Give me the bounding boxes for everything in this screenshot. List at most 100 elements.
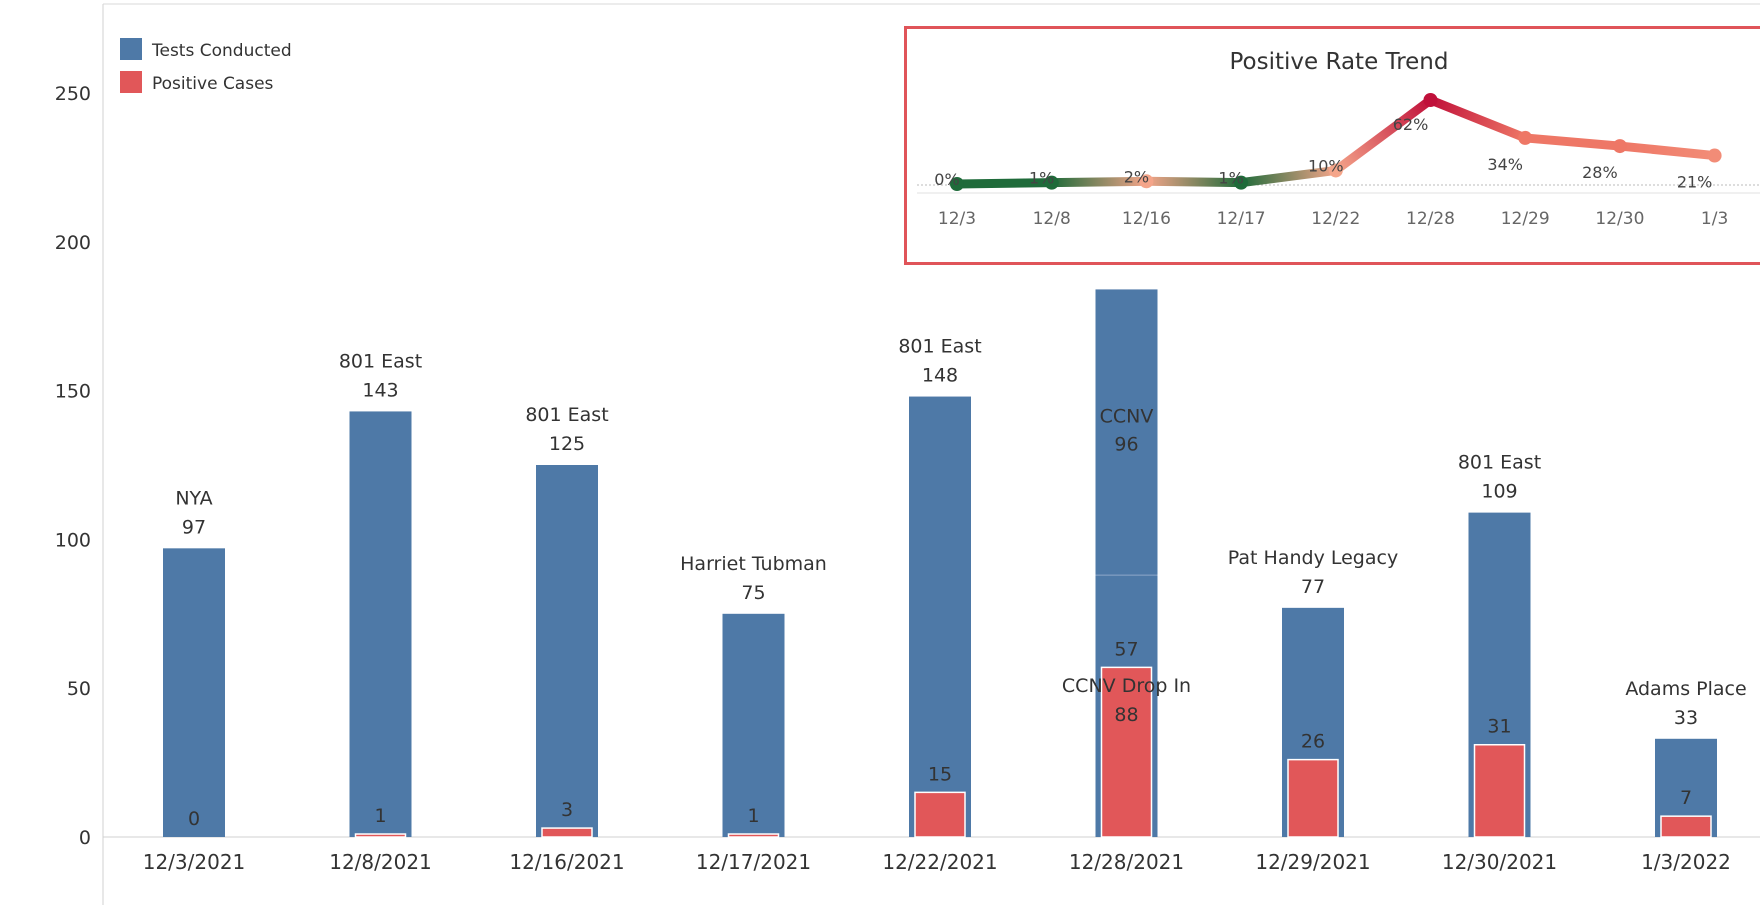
inset-x-tick-label: 12/16	[1122, 209, 1171, 229]
bars: NYA 97 0 801 East 143 1 801 East 125 3 Harriet Tu…	[163, 289, 1747, 838]
line-segment	[952, 178, 1057, 189]
line-segment	[1331, 95, 1435, 175]
bar-total-label: 75	[741, 582, 765, 604]
bar-site-label: Adams Place	[1625, 678, 1746, 700]
tests-bar	[909, 396, 971, 837]
inset-x-tick-label: 12/29	[1501, 209, 1550, 229]
legend-label-tests: Tests Conducted	[151, 41, 292, 61]
line-point	[1044, 175, 1059, 190]
line-point	[1423, 93, 1438, 107]
inset-x-tick-label: 12/22	[1311, 209, 1360, 229]
segment-name-label: CCNV Drop In	[1062, 675, 1191, 697]
bar-site-label: NYA	[175, 487, 212, 509]
point-value-label: 21%	[1677, 173, 1713, 192]
positive-value-label: 7	[1680, 787, 1692, 809]
x-tick-label: 12/28/2021	[1069, 850, 1184, 874]
line-point	[1707, 148, 1722, 163]
point-value-label: 1%	[1029, 169, 1054, 188]
inset-x-tick-label: 12/3	[938, 209, 976, 229]
bar-site-label: 801 East	[1458, 452, 1541, 474]
bar-total-label: 148	[922, 365, 958, 387]
positive-bar	[1660, 815, 1712, 838]
inset-x-tick-label: 12/30	[1595, 209, 1644, 229]
x-tick-label: 12/22/2021	[882, 850, 997, 874]
positive-bar	[354, 833, 407, 838]
positive-bar	[1473, 743, 1526, 838]
x-tick-label: 12/8/2021	[329, 850, 432, 874]
positive-value-label: 3	[561, 799, 573, 821]
inset-x-tick-label: 12/28	[1406, 209, 1455, 229]
inset-title: Positive Rate Trend	[1230, 49, 1449, 75]
tests-bar-segment	[1095, 289, 1158, 576]
line-point	[1612, 139, 1627, 154]
segment-value-label: 88	[1114, 704, 1138, 726]
tests-bar	[722, 613, 785, 837]
point-value-label: 10%	[1308, 156, 1344, 175]
inset-x-tick-label: 12/17	[1217, 209, 1266, 229]
bar-site-label: 801 East	[898, 336, 981, 358]
tests-bar	[163, 548, 225, 837]
y-tick-label: 0	[79, 827, 91, 849]
bar-total-label: 97	[182, 516, 206, 538]
bar-site-label: 801 East	[339, 350, 422, 372]
x-axis-ticks: 12/3/2021 12/8/2021 12/16/2021 12/17/2021 12…	[143, 850, 1731, 874]
segment-name-label: CCNV	[1100, 405, 1154, 427]
tests-bar	[349, 411, 412, 837]
positive-rate-line-chart: Positive Rate Trend 0% 1% 2% 1% 10% 62% 34% 28%…	[917, 49, 1760, 229]
line-point	[1139, 174, 1154, 189]
line-segment	[1236, 165, 1341, 188]
positive-value-label: 15	[928, 763, 952, 785]
line-segment	[1615, 141, 1720, 161]
y-tick-label: 200	[55, 232, 91, 254]
line-point	[1234, 175, 1249, 190]
line-point	[950, 177, 964, 191]
positive-value-label: 1	[747, 805, 759, 827]
bar-total-label: 109	[1481, 481, 1517, 503]
inset-line-series	[952, 95, 1720, 189]
y-tick-label: 100	[55, 529, 91, 551]
bar-total-label: 77	[1301, 576, 1325, 598]
line-point	[1518, 130, 1533, 145]
positive-value-label: 26	[1301, 731, 1325, 753]
legend-swatch-tests	[120, 38, 142, 60]
legend-swatch-positive	[120, 71, 142, 93]
inset-x-tick-label: 12/8	[1033, 209, 1071, 229]
segment-value-label: 96	[1114, 433, 1138, 455]
inset-x-ticks: 12/3 12/8 12/16 12/17 12/22 12/28 12/29 12/30 1/…	[938, 209, 1728, 229]
positive-bar	[914, 791, 966, 838]
positive-bar	[727, 833, 780, 838]
line-segment	[1141, 176, 1246, 188]
point-value-label: 28%	[1582, 163, 1618, 182]
x-tick-label: 1/3/2022	[1641, 850, 1731, 874]
bar-total-label: 33	[1674, 707, 1698, 729]
positive-bar	[541, 827, 593, 838]
tests-bar	[536, 465, 598, 837]
positive-value-label: 0	[188, 808, 200, 830]
bar-site-label: Pat Handy Legacy	[1228, 547, 1398, 569]
y-tick-label: 150	[55, 381, 91, 403]
y-axis-ticks: 0 50 100 150 200 250	[55, 83, 91, 849]
x-tick-label: 12/3/2021	[143, 850, 246, 874]
point-value-label: 0%	[934, 170, 959, 189]
line-segment	[1047, 176, 1151, 188]
positive-bar	[1287, 758, 1339, 838]
positive-value-label: 31	[1487, 716, 1511, 738]
line-segment	[1426, 95, 1530, 143]
x-tick-label: 12/29/2021	[1255, 850, 1370, 874]
positive-value-label: 1	[374, 805, 386, 827]
x-tick-label: 12/30/2021	[1442, 850, 1557, 874]
positive-rate-trend-panel: Positive Rate Trend 0% 1% 2% 1% 10% 62% 34% 28%…	[904, 26, 1760, 265]
x-tick-label: 12/16/2021	[509, 850, 624, 874]
point-value-label: 2%	[1124, 167, 1149, 186]
positive-value-label: 57	[1114, 638, 1138, 660]
point-value-label: 62%	[1393, 115, 1429, 134]
x-tick-label: 12/17/2021	[696, 850, 811, 874]
inset-x-tick-label: 1/3	[1701, 209, 1728, 229]
bar-site-label: 801 East	[525, 404, 608, 426]
bar-site-label: Harriet Tubman	[680, 553, 827, 575]
point-value-label: 1%	[1218, 169, 1243, 188]
inset-points	[950, 93, 1722, 191]
y-tick-label: 250	[55, 83, 91, 105]
line-segment	[1520, 133, 1625, 151]
